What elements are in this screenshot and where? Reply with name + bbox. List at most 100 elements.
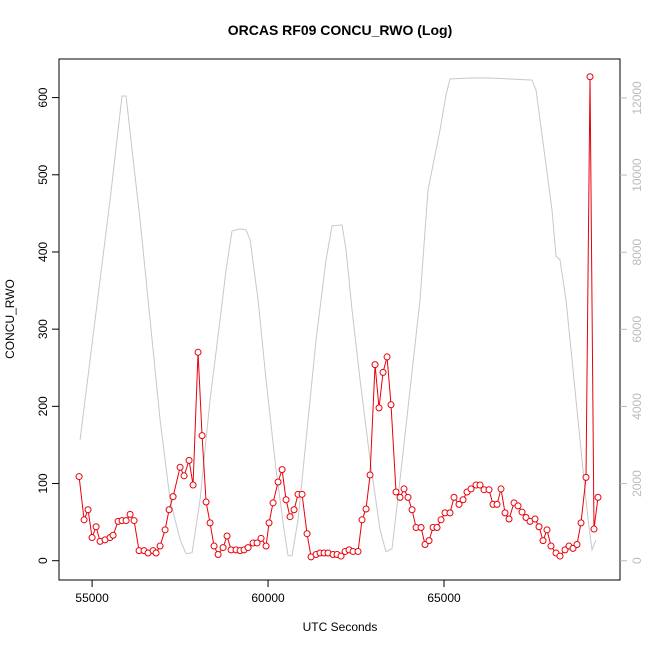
point xyxy=(161,526,169,534)
x-tick-label: 60000 xyxy=(251,591,285,605)
point xyxy=(366,471,374,479)
point xyxy=(358,516,366,524)
point xyxy=(92,523,100,531)
point xyxy=(80,516,88,524)
point xyxy=(202,498,210,506)
point xyxy=(126,510,134,518)
y-tick-label: 200 xyxy=(36,396,50,416)
point xyxy=(459,496,467,504)
point xyxy=(262,542,270,550)
point xyxy=(169,493,177,501)
y-tick-label: 500 xyxy=(36,164,50,184)
y-axis-label: CONCU_RWO xyxy=(3,279,17,359)
point xyxy=(379,368,387,376)
y-tick-label: 400 xyxy=(36,242,50,262)
point xyxy=(278,466,286,474)
point xyxy=(189,481,197,489)
point xyxy=(109,531,117,539)
point xyxy=(84,506,92,514)
point xyxy=(455,500,463,508)
point xyxy=(362,505,370,513)
point xyxy=(165,506,173,514)
point xyxy=(194,348,202,356)
point xyxy=(383,353,391,361)
point xyxy=(354,547,362,555)
point xyxy=(244,544,252,552)
point xyxy=(577,519,585,527)
point xyxy=(156,542,164,550)
point xyxy=(582,473,590,481)
point xyxy=(253,539,261,547)
y-tick-label: 600 xyxy=(36,87,50,107)
point xyxy=(437,516,445,524)
point xyxy=(493,500,501,508)
point xyxy=(265,519,273,527)
y2-tick-label: 4000 xyxy=(630,393,644,420)
point xyxy=(223,532,231,540)
y2-tick-label: 10000 xyxy=(630,158,644,192)
point xyxy=(594,493,602,501)
point xyxy=(88,534,96,542)
chart-title: ORCAS RF09 CONCU_RWO (Log) xyxy=(228,22,453,38)
point xyxy=(446,509,454,517)
x-tick-label: 65000 xyxy=(427,591,461,605)
y-tick-label: 0 xyxy=(36,557,50,564)
point xyxy=(543,526,551,534)
point xyxy=(450,493,458,501)
point xyxy=(219,544,227,552)
point xyxy=(539,537,547,545)
y2-tick-label: 2000 xyxy=(630,470,644,497)
point xyxy=(425,537,433,545)
point xyxy=(180,472,188,480)
point xyxy=(286,513,294,521)
point xyxy=(505,515,513,523)
point xyxy=(396,493,404,501)
point xyxy=(274,478,282,486)
point xyxy=(122,517,130,525)
point xyxy=(298,490,306,498)
point xyxy=(290,506,298,514)
point xyxy=(269,499,277,507)
point xyxy=(210,542,218,550)
point xyxy=(214,551,222,559)
point xyxy=(476,481,484,489)
point xyxy=(75,473,83,481)
series-line xyxy=(79,77,597,557)
point xyxy=(535,523,543,531)
point xyxy=(404,493,412,501)
y2-tick-label: 0 xyxy=(630,557,644,564)
point xyxy=(152,549,160,557)
x-tick-label: 55000 xyxy=(75,591,109,605)
point xyxy=(337,552,345,560)
point xyxy=(392,488,400,496)
point xyxy=(400,485,408,493)
point xyxy=(375,404,383,412)
point xyxy=(501,509,509,517)
y-tick-label: 300 xyxy=(36,319,50,339)
point xyxy=(408,506,416,514)
point xyxy=(497,485,505,493)
point xyxy=(417,524,425,532)
y2-tick-label: 6000 xyxy=(630,316,644,343)
y2-tick-label: 12000 xyxy=(630,81,644,115)
point xyxy=(531,515,539,523)
point xyxy=(518,508,526,516)
point xyxy=(130,517,138,525)
point xyxy=(176,463,184,471)
point xyxy=(198,432,206,440)
point xyxy=(206,519,214,527)
point xyxy=(303,530,311,538)
y-tick-label: 100 xyxy=(36,473,50,493)
point xyxy=(556,552,564,560)
point xyxy=(433,524,441,532)
point xyxy=(257,534,265,542)
point xyxy=(467,485,475,493)
point xyxy=(573,540,581,548)
point xyxy=(282,496,290,504)
x-axis-label: UTC Seconds xyxy=(303,620,378,634)
point xyxy=(371,361,379,369)
point xyxy=(590,525,598,533)
point xyxy=(387,401,395,409)
point xyxy=(586,73,594,81)
